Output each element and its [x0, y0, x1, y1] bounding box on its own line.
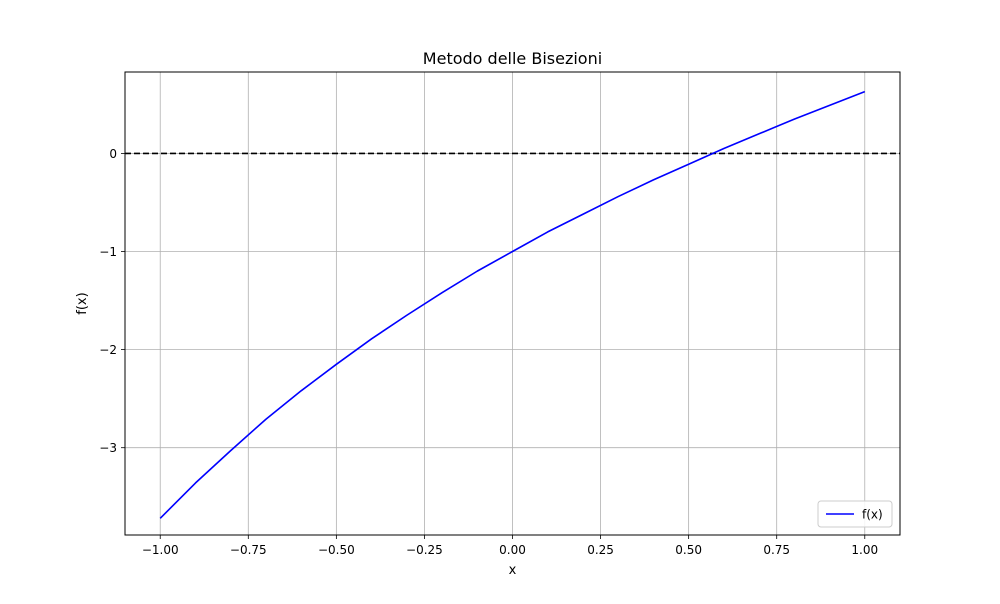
x-tick-label: 0.25: [587, 543, 614, 557]
x-tick-label: −0.75: [230, 543, 267, 557]
y-axis-label: f(x): [75, 292, 90, 314]
legend-label: f(x): [862, 508, 883, 522]
y-tick-label: 0: [109, 147, 117, 161]
x-tick-label: −1.00: [142, 543, 179, 557]
x-tick-label: 0.50: [675, 543, 702, 557]
legend-box: [817, 500, 893, 528]
x-tick-label: −0.25: [406, 543, 443, 557]
y-axis-ticks: 0 −1 −2 −3: [99, 147, 125, 455]
grid: [125, 72, 900, 535]
x-tick-label: −0.50: [318, 543, 355, 557]
series-layer: [159, 90, 866, 519]
x-axis-label: x: [509, 563, 517, 578]
y-tick-label: −3: [99, 441, 117, 455]
legend: f(x): [817, 500, 893, 528]
chart-title: Metodo delle Bisezioni: [423, 49, 602, 68]
x-tick-label: 0.00: [499, 543, 526, 557]
series-line-f-x: [159, 90, 866, 519]
x-tick-label: 1.00: [851, 543, 878, 557]
y-tick-label: −1: [99, 245, 117, 259]
y-tick-label: −2: [99, 343, 117, 357]
x-tick-label: 0.75: [763, 543, 790, 557]
x-axis-ticks: −1.00 −0.75 −0.50 −0.25 0.00 0.25 0.50 0.75 1.00: [142, 535, 878, 557]
